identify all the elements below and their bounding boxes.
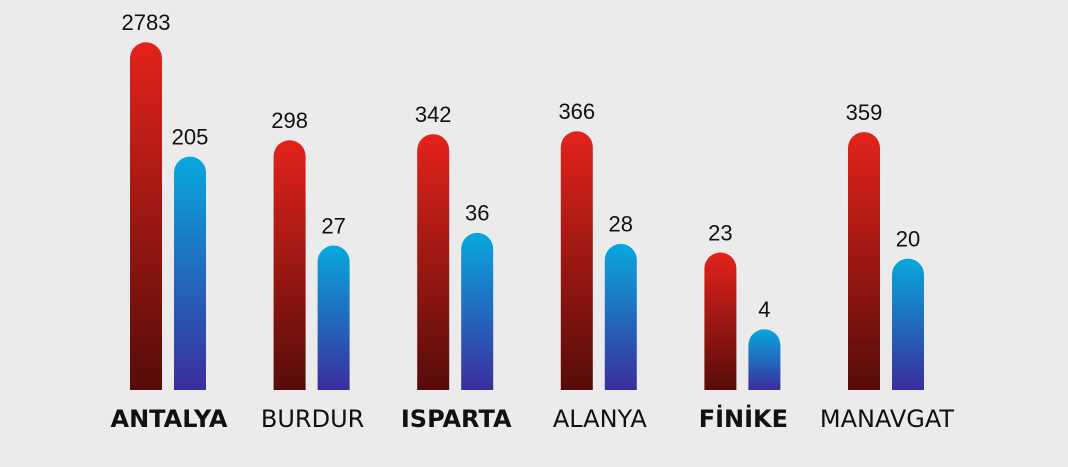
value-label: 2783 xyxy=(122,10,171,35)
value-label: 4 xyxy=(758,297,770,322)
bar xyxy=(560,131,593,390)
category-label: MANAVGAT xyxy=(820,405,955,433)
bar xyxy=(704,252,737,390)
bar xyxy=(604,243,637,390)
value-label: 36 xyxy=(465,201,489,226)
value-label: 205 xyxy=(172,124,209,149)
bar xyxy=(317,245,350,390)
bar xyxy=(130,42,162,391)
value-label: 28 xyxy=(609,212,633,237)
category-label: BURDUR xyxy=(261,405,364,433)
category-label: FİNİKE xyxy=(699,404,788,433)
bar xyxy=(892,258,924,390)
value-label: 298 xyxy=(271,108,308,133)
category-label: ISPARTA xyxy=(401,405,512,433)
value-label: 20 xyxy=(896,226,920,251)
bar xyxy=(417,134,450,390)
value-label: 359 xyxy=(846,100,883,125)
bar xyxy=(461,232,494,390)
bar xyxy=(174,156,206,390)
value-label: 366 xyxy=(558,99,595,124)
category-label: ANTALYA xyxy=(111,405,228,433)
bar xyxy=(748,329,781,390)
bar xyxy=(848,132,880,390)
value-label: 27 xyxy=(321,213,345,238)
value-label: 342 xyxy=(415,102,452,127)
value-label: 23 xyxy=(708,220,732,245)
category-label: ALANYA xyxy=(553,405,648,433)
bar xyxy=(273,140,306,390)
